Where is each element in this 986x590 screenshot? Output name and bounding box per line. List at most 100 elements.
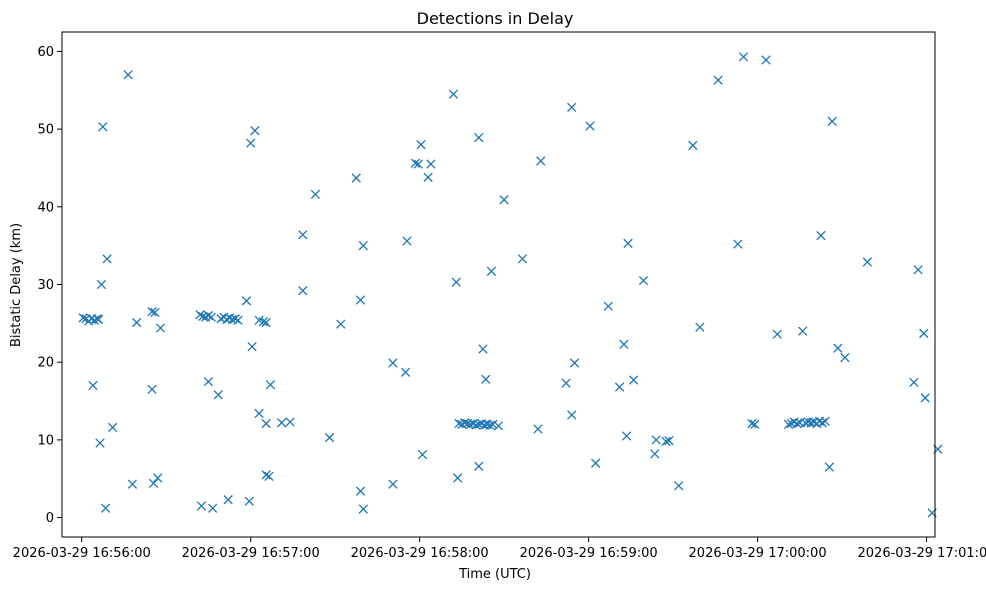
data-point-72 bbox=[417, 449, 428, 460]
data-point-121 bbox=[713, 75, 723, 85]
data-point-143 bbox=[824, 462, 835, 472]
data-point-26 bbox=[203, 310, 214, 321]
x-tick-label-0: 2026-03-29 16:56:00 bbox=[13, 546, 151, 561]
data-point-128 bbox=[783, 419, 794, 430]
data-point-109 bbox=[619, 339, 629, 349]
data-point-23 bbox=[195, 310, 205, 320]
data-point-94 bbox=[481, 374, 491, 384]
data-point-125 bbox=[750, 419, 760, 430]
data-point-47 bbox=[258, 317, 269, 327]
data-point-142 bbox=[820, 416, 830, 426]
data-point-14 bbox=[123, 70, 133, 80]
y-tick-label-2: 20 bbox=[37, 356, 54, 371]
data-point-96 bbox=[493, 421, 504, 431]
data-point-123 bbox=[738, 52, 749, 62]
y-tick-label-3: 30 bbox=[37, 278, 54, 293]
data-point-61 bbox=[355, 295, 366, 305]
data-point-52 bbox=[265, 380, 276, 390]
data-point-84 bbox=[471, 420, 481, 430]
data-point-30 bbox=[208, 503, 218, 513]
data-point-19 bbox=[148, 478, 159, 489]
data-point-16 bbox=[131, 317, 142, 328]
data-point-31 bbox=[213, 390, 223, 400]
data-point-51 bbox=[264, 471, 274, 482]
y-tick-label-6: 60 bbox=[37, 45, 54, 60]
chart-title: Detections in Delay bbox=[417, 9, 574, 28]
data-point-0 bbox=[78, 313, 88, 323]
data-point-97 bbox=[499, 195, 509, 205]
data-point-62 bbox=[355, 486, 366, 496]
data-point-74 bbox=[426, 159, 436, 169]
data-point-113 bbox=[638, 275, 649, 286]
data-point-69 bbox=[410, 158, 421, 168]
data-point-29 bbox=[203, 376, 214, 387]
y-tick-label-1: 10 bbox=[37, 433, 54, 448]
data-point-91 bbox=[474, 133, 484, 143]
axes: 2026-03-29 16:56:00 2026-03-29 16:57:00 20… bbox=[13, 31, 986, 561]
data-point-60 bbox=[351, 173, 361, 183]
data-point-15 bbox=[127, 479, 138, 489]
y-tick-label-0: 0 bbox=[46, 511, 54, 526]
data-point-11 bbox=[100, 503, 111, 513]
data-point-17 bbox=[147, 307, 157, 317]
data-point-49 bbox=[261, 418, 271, 429]
data-point-27 bbox=[206, 312, 216, 322]
data-point-22 bbox=[155, 323, 166, 333]
data-point-103 bbox=[567, 410, 577, 420]
data-point-37 bbox=[230, 314, 240, 324]
data-point-104 bbox=[569, 358, 580, 368]
data-point-42 bbox=[246, 138, 256, 148]
data-point-106 bbox=[590, 458, 601, 468]
data-point-59 bbox=[336, 319, 346, 329]
data-point-20 bbox=[150, 307, 160, 318]
data-point-7 bbox=[88, 380, 98, 391]
data-point-151 bbox=[920, 393, 930, 403]
data-point-124 bbox=[747, 418, 757, 429]
x-axis-label: Time (UTC) bbox=[458, 567, 531, 582]
data-point-58 bbox=[324, 432, 335, 443]
data-point-89 bbox=[485, 420, 495, 430]
data-point-118 bbox=[674, 481, 684, 491]
data-point-127 bbox=[772, 329, 782, 339]
data-point-98 bbox=[517, 254, 528, 264]
data-point-54 bbox=[285, 417, 295, 427]
data-point-63 bbox=[358, 240, 368, 251]
data-point-66 bbox=[388, 479, 398, 489]
data-point-140 bbox=[817, 418, 828, 428]
data-point-144 bbox=[827, 116, 837, 127]
data-point-71 bbox=[416, 139, 426, 150]
data-point-147 bbox=[862, 257, 873, 267]
data-point-122 bbox=[733, 239, 743, 249]
data-point-43 bbox=[247, 341, 257, 352]
data-point-110 bbox=[621, 431, 632, 441]
data-point-146 bbox=[840, 352, 850, 363]
x-tick-label-4: 2026-03-29 17:00:00 bbox=[689, 546, 827, 561]
data-point-80 bbox=[460, 418, 470, 428]
data-point-38 bbox=[233, 315, 243, 325]
data-point-101 bbox=[561, 378, 571, 388]
y-axis-label: Bistatic Delay (km) bbox=[9, 223, 24, 347]
x-tick-label-5: 2026-03-29 17:01:00 bbox=[858, 546, 986, 561]
data-point-68 bbox=[402, 236, 412, 246]
data-point-44 bbox=[250, 126, 260, 136]
data-point-18 bbox=[147, 384, 157, 395]
data-point-64 bbox=[358, 504, 368, 514]
data-point-65 bbox=[388, 358, 398, 368]
data-point-149 bbox=[913, 265, 923, 275]
data-point-57 bbox=[310, 189, 321, 200]
data-point-76 bbox=[451, 277, 461, 287]
data-point-150 bbox=[919, 328, 929, 339]
data-point-145 bbox=[833, 343, 843, 353]
data-point-10 bbox=[98, 122, 108, 132]
data-point-73 bbox=[423, 172, 433, 182]
data-point-131 bbox=[792, 418, 802, 429]
y-tick-label-4: 40 bbox=[37, 200, 54, 215]
data-point-75 bbox=[448, 89, 459, 99]
y-tick-label-5: 50 bbox=[37, 123, 54, 138]
data-point-39 bbox=[223, 495, 233, 505]
data-point-56 bbox=[298, 286, 308, 296]
data-markers bbox=[78, 52, 943, 518]
data-point-90 bbox=[488, 419, 498, 430]
